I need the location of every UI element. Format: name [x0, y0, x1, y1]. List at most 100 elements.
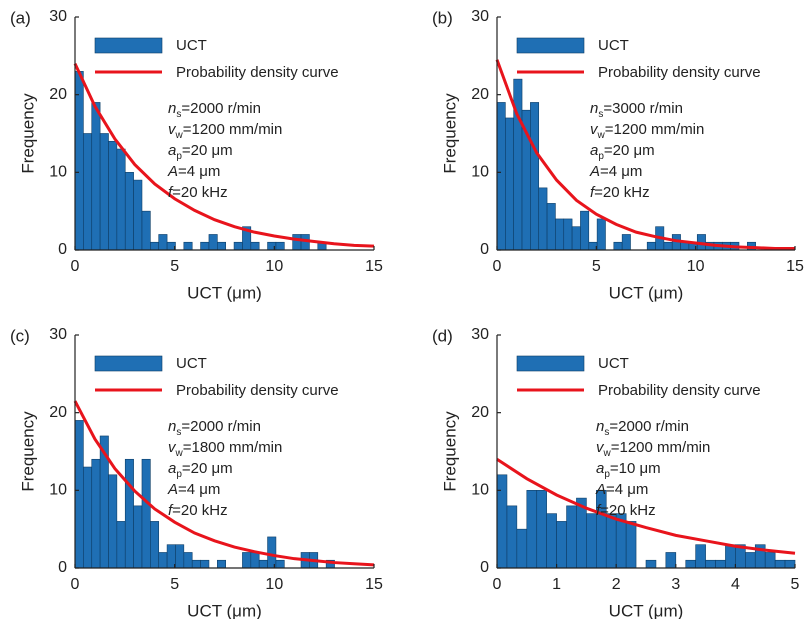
bar [764, 552, 776, 569]
annotation: f=20 kHz [168, 184, 228, 201]
bar [695, 544, 706, 569]
bar [645, 559, 657, 569]
annotation-text: =20 μm [182, 460, 233, 477]
bar [506, 505, 518, 569]
y-axis-label: Frequency [18, 93, 37, 174]
bar [496, 474, 508, 569]
panel: (d) 0 10 20 30 0 1 2 3 4 5 UCT (μm) Frequency UCT Prob… [432, 326, 800, 619]
annotation: A=4 μm [167, 481, 220, 498]
panel: (a) 0 10 20 30 0 5 10 15 UCT (μm) Frequency UCT Prob… [10, 8, 383, 302]
x-tick-label: 10 [265, 576, 283, 593]
legend-patch [516, 37, 585, 54]
annotation: f=20 kHz [590, 184, 650, 201]
bar [530, 102, 540, 251]
annotation-text: =3000 r/min [603, 100, 683, 117]
annotation: ns=3000 r/min [590, 100, 683, 120]
annotation-symbol: v [168, 121, 177, 138]
bar [233, 241, 243, 251]
annotation-subscript: s [176, 109, 181, 120]
annotation: f=20 kHz [168, 502, 228, 519]
annotation-subscript: w [597, 130, 606, 141]
bar [183, 241, 193, 251]
bar [663, 241, 673, 251]
annotation-symbol: A [589, 163, 600, 180]
annotation: ns=2000 r/min [168, 418, 261, 438]
annotation-text: =20 kHz [600, 502, 655, 519]
annotation-symbol: a [168, 460, 176, 477]
annotation-text: =1200 mm/min [605, 121, 705, 138]
bar [774, 559, 786, 569]
annotation-text: =20 kHz [594, 184, 649, 201]
annotation-subscript: s [598, 109, 603, 120]
x-tick-label: 5 [791, 576, 800, 593]
panel: (b) 0 10 20 30 0 5 10 15 UCT (μm) Frequency UCT Prob… [432, 8, 804, 302]
annotation: f=20 kHz [596, 502, 656, 519]
x-tick-label: 15 [365, 576, 383, 593]
x-axis-label: UCT (μm) [187, 601, 262, 619]
annotation-subscript: p [604, 469, 610, 480]
annotation-symbol: f [168, 502, 174, 519]
annotation-text: =2000 r/min [181, 100, 261, 117]
bar [715, 559, 726, 569]
density-curve [73, 62, 375, 248]
y-tick-label: 0 [58, 559, 67, 576]
bar [267, 536, 277, 569]
x-tick-label: 4 [731, 576, 740, 593]
annotation-subscript: w [175, 130, 184, 141]
legend-label: UCT [176, 355, 207, 372]
y-axis-label: Frequency [18, 411, 37, 492]
panel-label: (b) [432, 8, 453, 27]
bar [208, 234, 218, 251]
bar [546, 513, 557, 569]
bar [555, 218, 565, 251]
annotation-symbol: v [590, 121, 599, 138]
annotation-subscript: p [176, 151, 182, 162]
bar [625, 521, 637, 569]
annotation-symbol: A [595, 481, 606, 498]
x-tick-label: 2 [612, 576, 621, 593]
annotation-text: =10 μm [610, 460, 661, 477]
bar [571, 226, 581, 251]
bar [116, 148, 126, 251]
x-axis-label: UCT (μm) [609, 601, 684, 619]
bar [563, 218, 573, 251]
bar [665, 552, 677, 569]
x-tick-label: 5 [170, 258, 179, 275]
x-axis-label: UCT (μm) [187, 283, 262, 302]
bar [175, 544, 185, 569]
annotation-text: =2000 r/min [181, 418, 261, 435]
annotation-subscript: s [604, 427, 609, 438]
bar [200, 241, 210, 251]
bar [536, 490, 547, 569]
annotation: ap=20 μm [168, 142, 233, 162]
bar [191, 559, 201, 569]
x-tick-label: 10 [265, 258, 283, 275]
bar [725, 544, 736, 569]
panel: (c) 0 10 20 30 0 5 10 15 UCT (μm) Frequency UCT Prob… [10, 326, 383, 619]
annotation-text: =20 kHz [172, 184, 227, 201]
bar [745, 552, 756, 569]
annotation: vw=1800 mm/min [168, 439, 282, 459]
annotation-subscript: s [176, 427, 181, 438]
annotation: ap=20 μm [168, 460, 233, 480]
annotation-subscript: w [603, 448, 612, 459]
bar [685, 559, 696, 569]
y-tick-label: 30 [49, 326, 67, 343]
annotation: vw=1200 mm/min [596, 439, 710, 459]
x-tick-label: 0 [493, 576, 502, 593]
y-tick-label: 30 [49, 8, 67, 25]
density-curve [495, 59, 795, 250]
bar [546, 203, 556, 251]
x-tick-label: 0 [493, 258, 502, 275]
annotation: A=4 μm [589, 163, 642, 180]
annotation-symbol: n [168, 100, 176, 117]
annotation-text: =1800 mm/min [183, 439, 283, 456]
annotation-text: =20 μm [182, 142, 233, 159]
annotation-symbol: n [596, 418, 604, 435]
bar [133, 179, 143, 251]
annotation-symbol: f [596, 502, 602, 519]
annotation-text: =4 μm [606, 481, 648, 498]
bar [83, 133, 93, 251]
annotation-symbol: f [590, 184, 596, 201]
legend-label: UCT [598, 355, 629, 372]
